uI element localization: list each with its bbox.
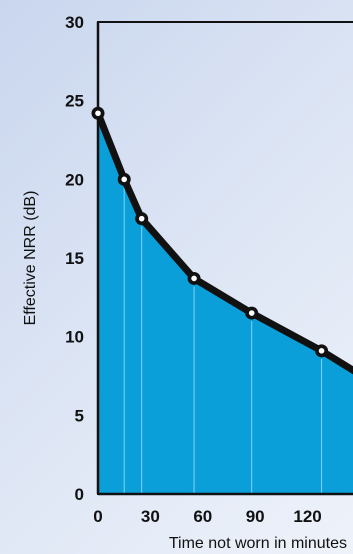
x-tick-label: 120 <box>293 507 321 526</box>
y-tick-label: 20 <box>65 170 84 189</box>
data-point-center <box>318 348 325 354</box>
y-axis-label: Effective NRR (dB) <box>22 191 39 326</box>
y-tick-label: 5 <box>75 406 84 425</box>
x-axis-label: Time not worn in minutes <box>169 535 347 552</box>
data-point-center <box>95 110 101 117</box>
x-tick-label: 0 <box>93 507 102 526</box>
data-point-center <box>121 176 127 183</box>
y-tick-label: 25 <box>65 92 84 111</box>
data-point-center <box>138 215 145 222</box>
y-tick-label: 15 <box>65 249 84 268</box>
x-tick-label: 30 <box>141 507 160 526</box>
data-point-center <box>248 310 255 316</box>
data-point-center <box>191 275 197 282</box>
y-tick-label: 10 <box>65 328 84 347</box>
x-tick-label: 90 <box>246 507 265 526</box>
x-tick-label: 60 <box>193 507 212 526</box>
area-fill <box>98 113 353 494</box>
y-tick-label: 30 <box>65 13 84 32</box>
y-tick-label: 0 <box>75 485 84 504</box>
